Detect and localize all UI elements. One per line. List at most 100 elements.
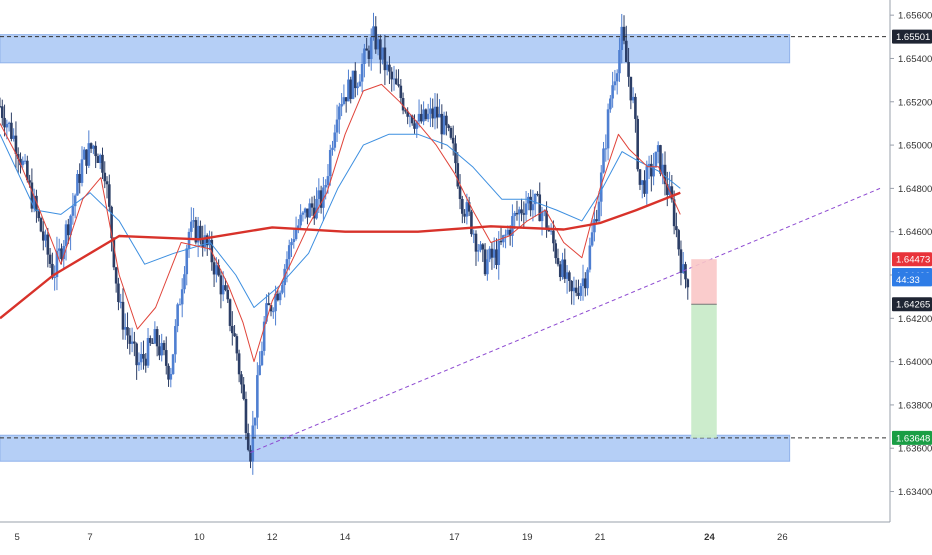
candle-body (317, 190, 321, 199)
candle-body (151, 342, 154, 344)
candle-body (215, 265, 218, 275)
candle-body (442, 115, 446, 135)
time-tick-label: 21 (595, 532, 606, 543)
candle-body (563, 259, 567, 279)
candle-body (180, 289, 184, 305)
candle-body (219, 275, 223, 295)
candle-body (269, 305, 273, 312)
candle-body (244, 398, 248, 434)
candle-body (376, 39, 380, 50)
candle-body (522, 213, 526, 215)
candle-body (613, 81, 617, 86)
candle-body (249, 449, 252, 462)
candle-body (21, 160, 25, 166)
candle-body (686, 279, 690, 288)
candle-body (310, 203, 314, 208)
candle-body (253, 417, 257, 426)
candle-body (554, 243, 557, 259)
candle-body (540, 211, 544, 222)
candle-body (60, 248, 63, 260)
candle-body (171, 354, 175, 374)
candle-body (160, 342, 163, 356)
candle-body (108, 184, 111, 207)
candle-body (602, 148, 605, 173)
candle-body (420, 113, 423, 122)
candle-body (490, 248, 494, 258)
candle-body (10, 122, 13, 139)
candle-body (647, 163, 651, 167)
candle-body (467, 202, 471, 212)
candle-body (579, 286, 583, 296)
candle-body (401, 98, 405, 111)
candle-body (645, 166, 649, 194)
candle-body (192, 220, 195, 222)
candle-body (470, 211, 473, 235)
price-tick-label: 1.63600 (898, 444, 932, 455)
candle-body (661, 164, 665, 174)
price-label-badge[interactable] (892, 272, 932, 287)
candle-body (456, 163, 460, 187)
price-label-badge[interactable] (892, 29, 932, 44)
candle-body (397, 84, 400, 86)
candle-body (463, 213, 466, 217)
candle-body (32, 195, 36, 209)
candle-body (492, 249, 496, 258)
candle-body (570, 280, 573, 292)
candle-body (640, 180, 644, 185)
candle-body (297, 225, 300, 230)
candle-body (390, 71, 394, 80)
candle-body (536, 193, 539, 195)
candle-body (262, 321, 266, 351)
candle-body (599, 172, 603, 202)
candle-body (659, 145, 662, 174)
price-label-badge[interactable] (892, 252, 932, 267)
price-label-badge[interactable] (892, 430, 932, 445)
candle-body (353, 70, 357, 89)
candle-body (312, 207, 316, 219)
long-moving-average (0, 191, 681, 320)
candle-body (64, 224, 68, 247)
candle-body (629, 76, 633, 101)
candle-body (488, 248, 491, 260)
candle-body (358, 81, 362, 87)
candle-body (577, 292, 580, 296)
candle-body (51, 263, 54, 278)
time-tick-label: 19 (522, 532, 533, 543)
time-tick-label: 14 (340, 532, 351, 543)
candle-body (351, 70, 355, 99)
candle-body (230, 325, 234, 334)
candle-body (447, 125, 450, 128)
candle-body (476, 250, 480, 252)
price-label-badge[interactable] (892, 297, 932, 312)
price-label-text: 1.64265 (896, 300, 930, 311)
candle-body (26, 160, 29, 181)
time-tick-label: 17 (449, 532, 460, 543)
time-tick-label: 24 (704, 532, 715, 543)
candle-body (465, 202, 469, 217)
trendline[interactable] (250, 187, 881, 454)
candle-body (511, 216, 514, 236)
candle-body (324, 184, 327, 188)
candle-body (126, 327, 129, 336)
price-tick-label: 1.63400 (898, 487, 932, 498)
candle-body (46, 234, 50, 255)
candle-body (292, 239, 296, 243)
candle-body (103, 172, 107, 182)
candle-body (89, 143, 93, 149)
candle-body (652, 167, 655, 177)
candle-body (527, 196, 530, 204)
candle-body (356, 86, 359, 89)
candle-body (28, 180, 31, 183)
resistance-zone[interactable] (0, 34, 791, 64)
candle-body (604, 148, 608, 150)
stop-loss-zone[interactable] (691, 259, 717, 305)
time-tick-label: 5 (14, 532, 19, 543)
support-zone[interactable] (0, 434, 791, 462)
candle-body (16, 154, 20, 159)
take-profit-zone[interactable] (691, 304, 717, 438)
time-tick-label: 12 (267, 532, 278, 543)
candle-body (55, 250, 59, 278)
candle-body (558, 264, 562, 278)
